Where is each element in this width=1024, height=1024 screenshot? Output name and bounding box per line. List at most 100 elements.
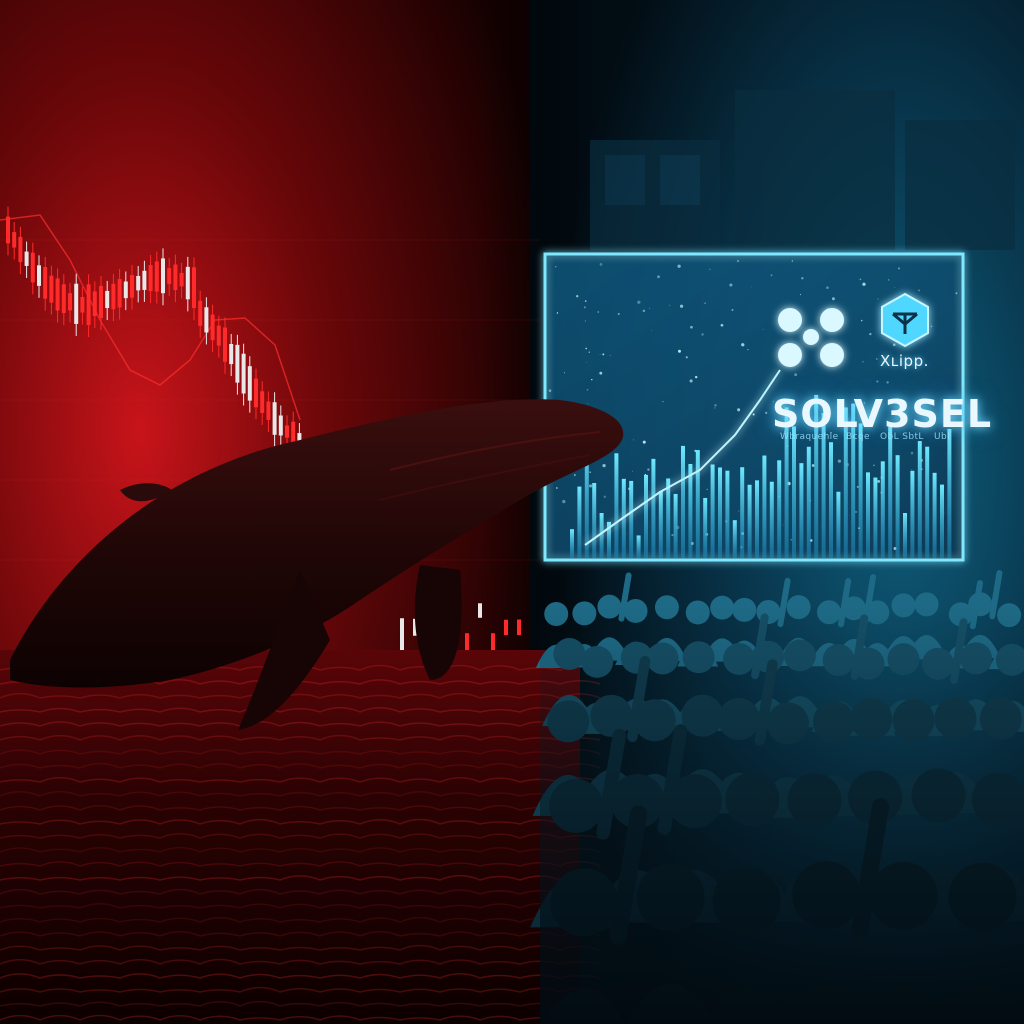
panel-bar	[607, 521, 611, 558]
sparkle	[586, 361, 588, 363]
sparkle	[856, 485, 859, 488]
sparkle	[720, 323, 724, 327]
panel-headline: SOLV3SEL	[772, 392, 993, 436]
wave	[0, 692, 601, 699]
candle	[247, 356, 252, 413]
candle	[204, 297, 209, 345]
sparkle	[918, 289, 920, 292]
candle	[465, 633, 469, 652]
sparkle	[589, 471, 591, 473]
sparkle	[633, 439, 634, 441]
candle	[105, 280, 110, 321]
panel-bar	[644, 474, 648, 558]
sparkle	[603, 495, 607, 499]
panel-bar	[681, 445, 685, 558]
wave	[0, 860, 601, 867]
wave	[0, 846, 601, 853]
sparkle	[860, 319, 863, 322]
sparkle	[704, 302, 706, 304]
sparkle	[677, 264, 681, 268]
sparkle	[706, 488, 708, 490]
sparkle	[714, 404, 717, 407]
sparkle	[751, 286, 752, 288]
panel-bar	[636, 535, 641, 558]
panel-bar	[577, 486, 582, 558]
sparkle	[589, 484, 593, 488]
candle	[216, 315, 221, 358]
panel-bar	[814, 394, 819, 558]
panel-bar	[695, 450, 700, 558]
candle	[12, 222, 17, 260]
wave	[0, 721, 601, 727]
sparkle	[576, 295, 579, 298]
panel-bar	[629, 480, 634, 558]
sparkle	[862, 361, 864, 363]
candle	[123, 271, 128, 311]
panel-bar	[799, 463, 804, 558]
wave	[0, 888, 601, 895]
crowd-fade	[540, 600, 1024, 1024]
wave	[0, 762, 601, 769]
sparkle	[911, 468, 913, 470]
sparkle	[548, 389, 552, 392]
panel-bar	[718, 467, 722, 558]
sparkle	[599, 263, 603, 266]
brand-label: Xʟipp.	[880, 352, 929, 370]
panel-bar	[740, 467, 745, 558]
sparkle	[741, 343, 745, 347]
candle	[117, 269, 122, 320]
sparkle	[647, 468, 650, 471]
wave	[0, 734, 601, 741]
panel-subtext-2: Bcqe	[846, 432, 870, 442]
sparkle	[671, 534, 674, 537]
candle	[142, 260, 147, 302]
building-silhouettes	[590, 90, 1015, 250]
ripple-logo-icon	[778, 308, 844, 367]
sparkle	[586, 388, 589, 391]
sparkle	[762, 328, 764, 330]
wave	[0, 706, 601, 713]
candle	[278, 405, 283, 448]
wave	[0, 748, 601, 755]
panel-bar	[725, 470, 730, 558]
sparkle	[772, 400, 774, 403]
wave	[0, 916, 601, 923]
sparkle	[897, 267, 900, 270]
sparkle	[876, 380, 879, 383]
panel-bar	[917, 441, 922, 558]
sparkle	[729, 283, 733, 287]
panel-subtext-1: Wbraquehle	[780, 432, 839, 442]
panel-bar	[888, 426, 893, 558]
candle	[24, 241, 29, 278]
panel-bar	[710, 464, 715, 558]
panel-bar	[614, 453, 619, 558]
candle	[148, 255, 153, 304]
sparkle	[555, 266, 557, 268]
candle	[161, 248, 165, 306]
sparkle	[892, 343, 896, 347]
wave	[0, 790, 601, 797]
candle	[173, 254, 178, 303]
candle	[136, 265, 141, 303]
whale-silhouette	[10, 399, 624, 730]
wave	[0, 930, 601, 937]
panel-bar	[829, 442, 833, 558]
sparkle	[837, 459, 842, 463]
candle	[517, 619, 521, 636]
panel-bar	[658, 491, 663, 558]
sparkle	[731, 308, 734, 311]
panel-rising-line	[584, 369, 781, 546]
sparkle	[662, 400, 664, 403]
candle	[154, 251, 159, 304]
sparkle	[910, 451, 914, 455]
sparkle	[794, 373, 798, 377]
candle	[86, 274, 91, 338]
sparkle	[826, 286, 829, 289]
sparkle	[651, 330, 653, 332]
sparkle	[685, 356, 688, 359]
candle	[185, 256, 190, 312]
candle	[6, 206, 10, 256]
sparkle	[599, 354, 601, 355]
sparkle	[690, 325, 693, 329]
sparkle	[714, 407, 716, 409]
